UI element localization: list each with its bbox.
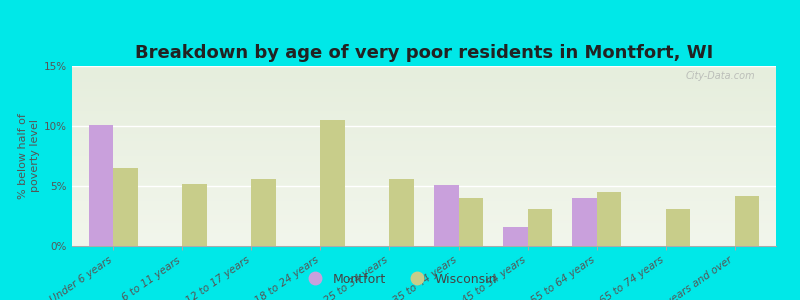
- Bar: [666, 209, 690, 246]
- Bar: [390, 179, 414, 246]
- Bar: [90, 125, 114, 246]
- Bar: [458, 198, 482, 246]
- Bar: [527, 209, 552, 246]
- Bar: [114, 168, 138, 246]
- Legend: Montfort, Wisconsin: Montfort, Wisconsin: [298, 268, 502, 291]
- Bar: [572, 198, 597, 246]
- Bar: [251, 179, 276, 246]
- Bar: [503, 227, 527, 246]
- Title: Breakdown by age of very poor residents in Montfort, WI: Breakdown by age of very poor residents …: [135, 44, 713, 62]
- Bar: [321, 120, 345, 246]
- Text: City-Data.com: City-Data.com: [686, 71, 755, 81]
- Bar: [182, 184, 206, 246]
- Y-axis label: % below half of
poverty level: % below half of poverty level: [18, 113, 40, 199]
- Bar: [434, 185, 458, 246]
- Bar: [734, 196, 758, 246]
- Bar: [597, 192, 621, 246]
